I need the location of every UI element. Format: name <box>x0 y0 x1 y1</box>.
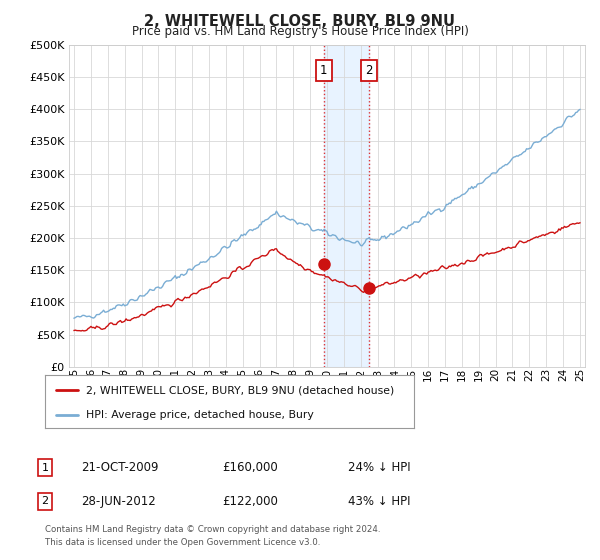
Text: 2, WHITEWELL CLOSE, BURY, BL9 9NU: 2, WHITEWELL CLOSE, BURY, BL9 9NU <box>145 14 455 29</box>
Text: Contains HM Land Registry data © Crown copyright and database right 2024.: Contains HM Land Registry data © Crown c… <box>45 525 380 534</box>
Text: 24% ↓ HPI: 24% ↓ HPI <box>348 461 410 474</box>
Text: Price paid vs. HM Land Registry's House Price Index (HPI): Price paid vs. HM Land Registry's House … <box>131 25 469 38</box>
Text: 2: 2 <box>41 496 49 506</box>
Text: 1: 1 <box>320 64 328 77</box>
Text: HPI: Average price, detached house, Bury: HPI: Average price, detached house, Bury <box>86 409 313 419</box>
Text: 2: 2 <box>365 64 373 77</box>
Text: 2, WHITEWELL CLOSE, BURY, BL9 9NU (detached house): 2, WHITEWELL CLOSE, BURY, BL9 9NU (detac… <box>86 385 394 395</box>
Text: This data is licensed under the Open Government Licence v3.0.: This data is licensed under the Open Gov… <box>45 538 320 547</box>
Text: 1: 1 <box>41 463 49 473</box>
Bar <box>323 45 369 367</box>
Text: £122,000: £122,000 <box>222 494 278 508</box>
Text: 28-JUN-2012: 28-JUN-2012 <box>81 494 156 508</box>
Text: £160,000: £160,000 <box>222 461 278 474</box>
Text: 21-OCT-2009: 21-OCT-2009 <box>81 461 158 474</box>
Text: 43% ↓ HPI: 43% ↓ HPI <box>348 494 410 508</box>
